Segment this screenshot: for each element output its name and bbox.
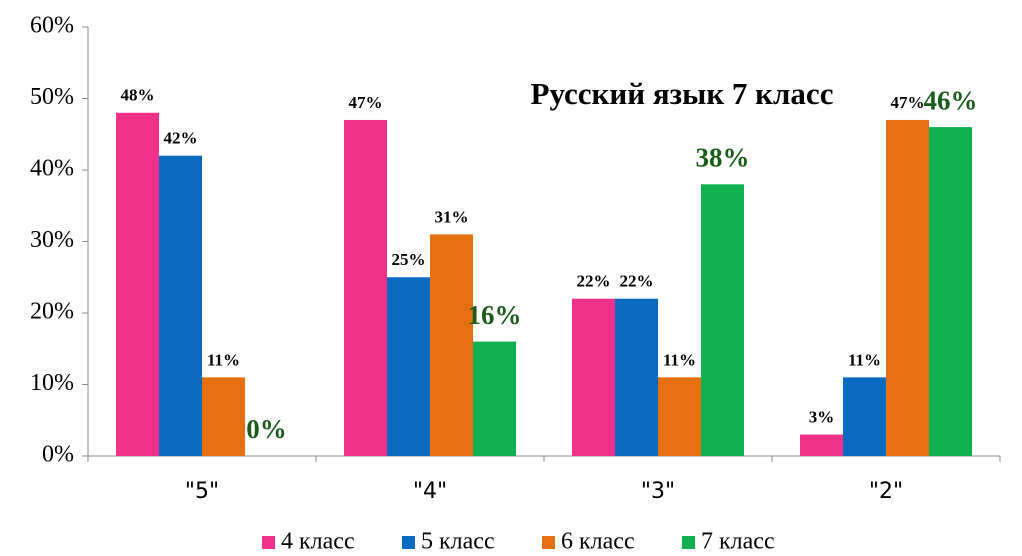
value-label: 48% [121, 86, 155, 105]
bar [886, 119, 929, 456]
x-tick-label: "4" [413, 479, 447, 504]
bar [843, 377, 886, 456]
bar [344, 119, 387, 456]
bar [658, 377, 701, 456]
legend-swatch [542, 536, 555, 549]
value-label: 47% [349, 93, 383, 112]
bar [572, 298, 615, 456]
legend-label: 6 класс [561, 529, 635, 555]
x-tick-label: "2" [869, 479, 903, 504]
bar [800, 434, 843, 456]
value-label: 22% [577, 272, 611, 291]
value-label: 25% [392, 250, 426, 269]
legend-swatch [262, 536, 275, 549]
value-label: 38% [696, 143, 750, 173]
value-label: 42% [164, 129, 198, 148]
x-tick-label: "3" [641, 479, 675, 504]
bar [116, 112, 159, 457]
legend-label: 4 класс [281, 529, 355, 555]
value-label: 11% [848, 350, 881, 369]
value-label: 11% [663, 350, 696, 369]
y-tick-label: 20% [30, 299, 74, 325]
value-label: 11% [207, 350, 240, 369]
y-tick-label: 0% [42, 442, 74, 468]
x-tick-label: "5" [185, 479, 219, 504]
value-label: 22% [620, 272, 654, 291]
bar [202, 377, 245, 456]
y-tick-label: 40% [30, 156, 74, 182]
value-label: 46% [924, 85, 978, 115]
value-label: 16% [468, 300, 522, 330]
y-tick-label: 30% [30, 227, 74, 253]
value-label: 0% [246, 414, 287, 444]
legend-swatch [682, 536, 695, 549]
bar [159, 155, 202, 456]
bar [387, 277, 430, 456]
bar [929, 127, 972, 456]
value-label: 3% [809, 407, 835, 426]
bar [615, 298, 658, 456]
y-tick-label: 50% [30, 84, 74, 110]
legend-label: 5 класс [421, 529, 495, 555]
bar [701, 184, 744, 457]
value-label: 31% [435, 207, 469, 226]
value-label: 47% [891, 93, 925, 112]
chart-title: Русский язык 7 класс [531, 76, 834, 111]
legend-swatch [402, 536, 415, 549]
y-tick-label: 60% [30, 13, 74, 39]
legend-label: 7 класс [701, 529, 775, 555]
bar [473, 341, 516, 456]
bar [430, 234, 473, 456]
y-tick-label: 10% [30, 370, 74, 396]
